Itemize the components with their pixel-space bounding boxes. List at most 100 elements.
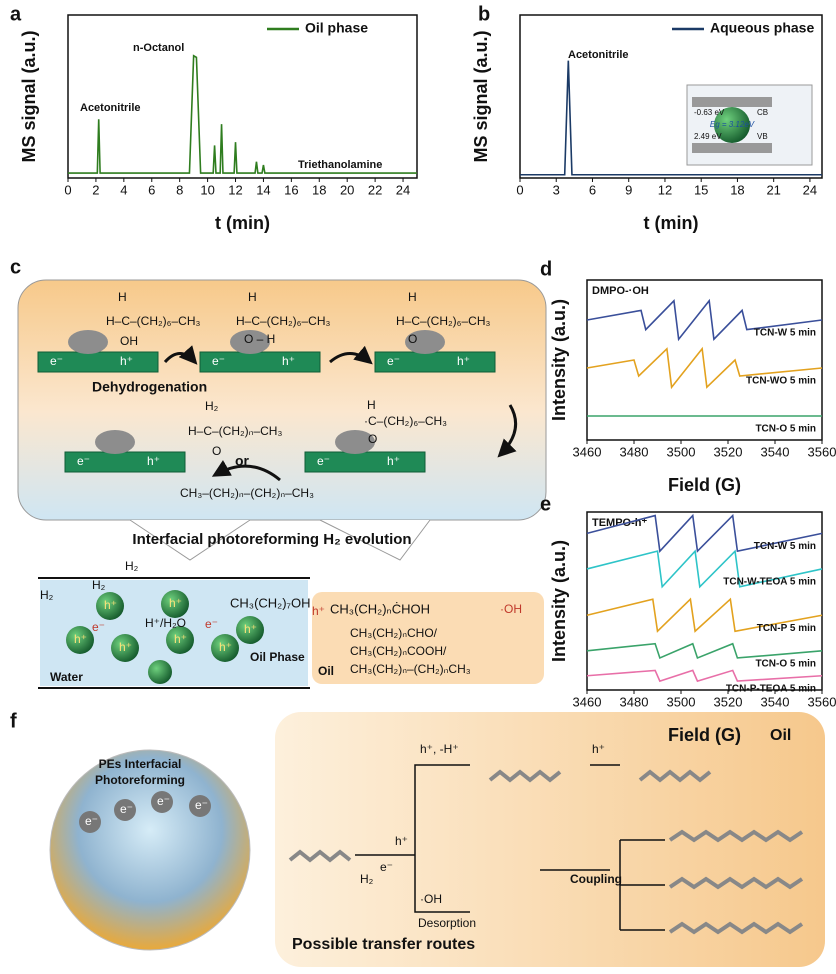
catalyst-site: [405, 330, 445, 354]
x-tick-label: 0: [516, 182, 523, 197]
molecule: [288, 849, 352, 863]
electron: [189, 795, 211, 817]
inset-label: Eg = 3.12eV: [710, 120, 755, 129]
inset-label: VB: [757, 132, 768, 141]
x-tick-label: 3460: [573, 444, 602, 459]
h2: H₂: [205, 399, 219, 413]
y-axis-title: Intensity (a.u.): [549, 540, 569, 662]
electron: [114, 799, 136, 821]
particle: [714, 107, 750, 143]
x-axis-title: t (min): [215, 213, 270, 233]
routes-title: Possible transfer routes: [292, 936, 475, 953]
catalyst-site: [95, 430, 135, 454]
x-tick-label: 4: [120, 182, 127, 197]
proton: H⁺/H₂O: [145, 616, 186, 630]
x-tick-label: 16: [284, 182, 298, 197]
x-tick-label: 18: [730, 182, 744, 197]
x-tick-label: 6: [589, 182, 596, 197]
molecule: [668, 876, 804, 890]
phase-label: Oil: [318, 664, 334, 678]
atom: O: [212, 444, 221, 458]
catalyst-site: [68, 330, 108, 354]
h-label: h⁺: [147, 454, 160, 468]
x-tick-label: 15: [694, 182, 708, 197]
h-label: h⁺: [282, 354, 295, 368]
h-label: h⁺: [120, 354, 133, 368]
molecule: CH₃–(CH₂)ₙ–(CH₂)ₙ–CH₃: [180, 486, 314, 500]
h-label: h⁺: [119, 640, 132, 654]
molecule: H–C–(CH₂)₆–CH₃: [106, 314, 201, 328]
oil-box: [312, 592, 544, 684]
molecule: [668, 921, 804, 935]
e-label: e⁻: [212, 354, 225, 368]
panel-label: e: [540, 493, 551, 515]
x-tick-label: 24: [803, 182, 817, 197]
x-tick-label: 20: [340, 182, 354, 197]
series-label: TCN-W-TEOA 5 min: [723, 577, 816, 588]
route-lines: [355, 764, 665, 931]
phase-label: Oil: [770, 727, 791, 744]
x-tick-label: 3480: [620, 444, 649, 459]
band-cb: [692, 97, 772, 107]
atom: H: [367, 398, 376, 412]
atom: H: [118, 290, 127, 304]
atom: H: [408, 290, 417, 304]
atom: O: [368, 432, 377, 446]
series-label: TCN-W 5 min: [754, 328, 816, 339]
atom: H: [248, 290, 257, 304]
molecule: [488, 769, 562, 783]
x-tick-label: 0: [64, 182, 71, 197]
x-tick-label: 22: [368, 182, 382, 197]
series-label: TCN-W 5 min: [754, 541, 816, 552]
particle: [148, 660, 172, 684]
panel-label: a: [10, 3, 22, 25]
h2: H₂: [360, 872, 374, 886]
e-label: e⁻: [387, 354, 400, 368]
route-label: ·OH: [420, 892, 442, 906]
x-tick-label: 9: [625, 182, 632, 197]
h-label: h⁺: [174, 632, 187, 646]
product: CH₃(CH₂)ₙ–(CH₂)ₙCH₃: [350, 662, 471, 676]
section-title: Interfacial photoreforming H₂ evolution: [132, 531, 411, 548]
x-tick-label: 10: [200, 182, 214, 197]
particle: [211, 634, 239, 662]
catalyst-site: [230, 330, 270, 354]
e-label: e⁻: [317, 454, 330, 468]
annotation: Acetonitrile: [80, 102, 141, 114]
x-tick-label: 14: [256, 182, 270, 197]
x-tick-label: 3560: [808, 694, 836, 709]
or: or: [235, 453, 250, 469]
series-line: [586, 669, 823, 683]
panel-label: b: [478, 3, 490, 25]
phase-label: Oil Phase: [250, 650, 305, 664]
panel-label: c: [10, 256, 21, 278]
series-label: TCN-P-TEOA 5 min: [726, 683, 816, 694]
legend-label: Aqueous phase: [710, 20, 814, 36]
h-label: h⁺: [387, 454, 400, 468]
route-label: h⁺: [592, 742, 605, 756]
step-label: Dehydrogenation: [92, 379, 207, 395]
series-line: [586, 597, 823, 633]
route-label: Desorption: [418, 916, 476, 930]
particle: [166, 626, 194, 654]
e-label: e⁻: [50, 354, 63, 368]
x-tick-label: 21: [766, 182, 780, 197]
e-label: e⁻: [195, 798, 208, 812]
panel-c: c e⁻ h⁺ e⁻ h⁺ e⁻ h⁺ e⁻ h⁺ e⁻ h⁺ H H–C–(C…: [10, 256, 547, 689]
panel-label: d: [540, 258, 552, 280]
e-label: e⁻: [157, 794, 170, 808]
particle: [161, 590, 189, 618]
particle: [236, 616, 264, 644]
molecule: H–C–(CH₂)₆–CH₃: [396, 314, 491, 328]
phase-label: Water: [50, 670, 83, 684]
series-line: [586, 549, 823, 589]
x-tick-label: 8: [176, 182, 183, 197]
series-line: [586, 642, 823, 660]
series-line: [520, 60, 822, 176]
x-tick-label: 3500: [667, 444, 696, 459]
arrow: [211, 460, 281, 482]
h-label: h⁺: [169, 596, 182, 610]
annotation: Triethanolamine: [298, 159, 382, 171]
molecule: CH₃(CH₂)₇OH: [230, 595, 311, 610]
